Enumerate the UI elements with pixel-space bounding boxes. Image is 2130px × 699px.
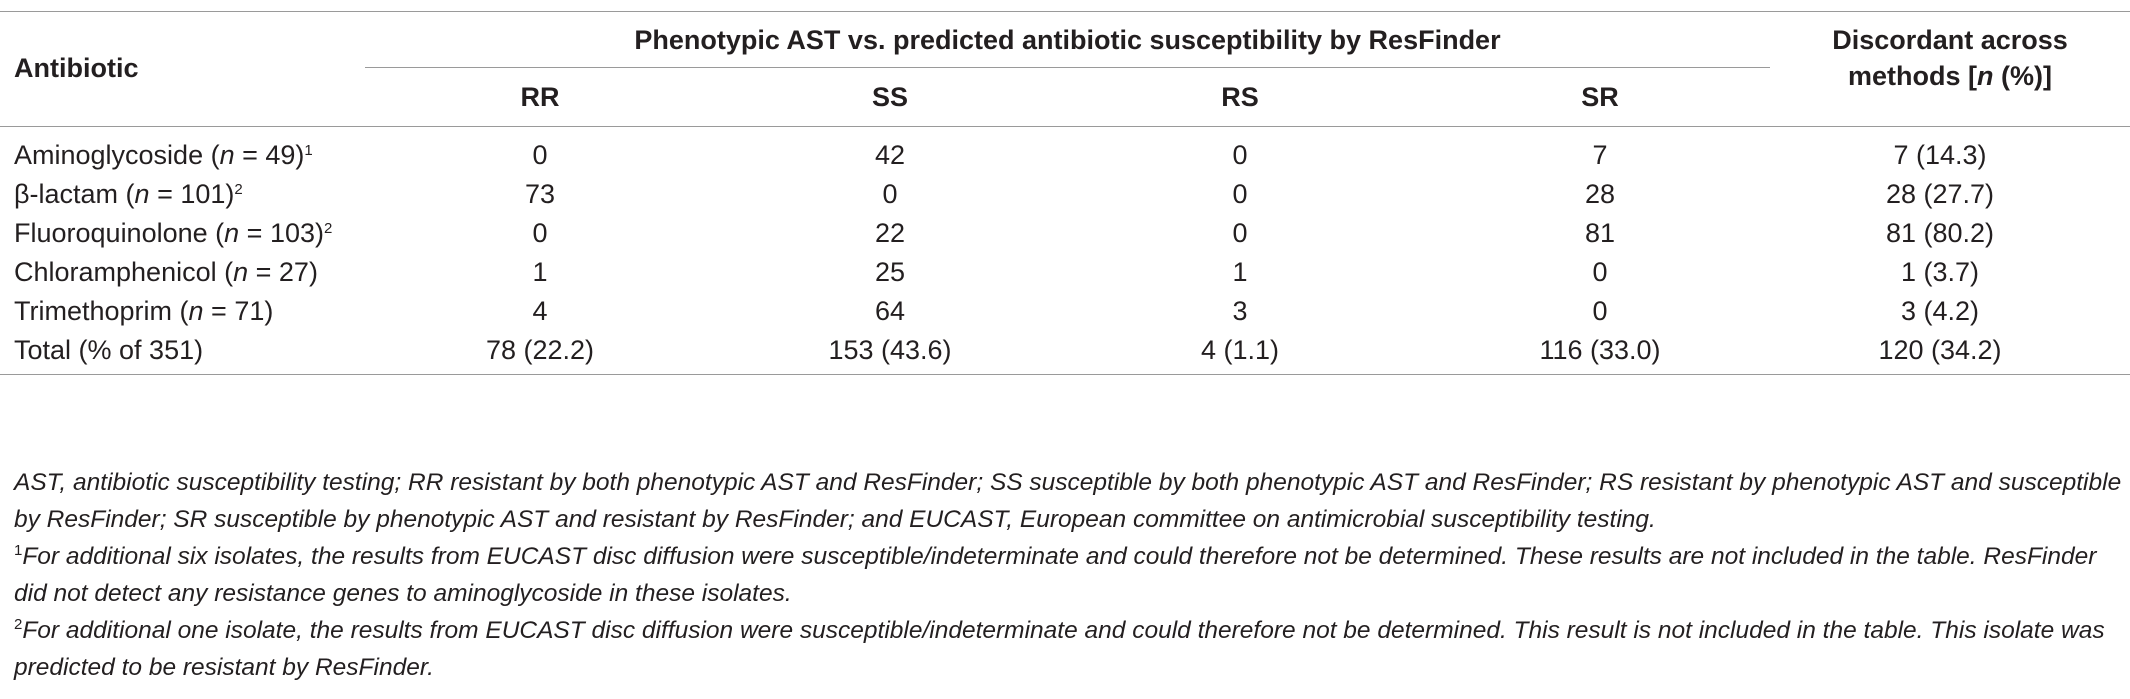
footnote-1: 1For additional six isolates, the result… [14, 542, 2097, 607]
cell-discordant: 81 (80.2) [1885, 218, 1995, 248]
cell-rr: 0 [532, 140, 548, 170]
cell-sr: 7 [1592, 140, 1608, 170]
cell-ss: 64 [874, 296, 906, 326]
cell-discordant: 1 (3.7) [1900, 257, 1980, 287]
cell-rr: 73 [524, 179, 556, 209]
cell-ss: 0 [882, 179, 898, 209]
discordant-line1: Discordant across [1832, 25, 2068, 55]
row-label: β-lactam (n = 101)2 [14, 179, 243, 209]
col-header-ss: SS [871, 82, 909, 112]
cell-rs: 1 [1232, 257, 1248, 287]
cell-discordant: 120 (34.2) [1878, 335, 2002, 365]
cell-sr: 81 [1584, 218, 1616, 248]
cell-rr: 4 [532, 296, 548, 326]
discordant-line2-post: (%)] [1993, 61, 2052, 91]
cell-rs: 0 [1232, 140, 1248, 170]
col-group-header: Phenotypic AST vs. predicted antibiotic … [634, 25, 1501, 55]
cell-discordant: 7 (14.3) [1893, 140, 1987, 170]
col-header-rs: RS [1221, 82, 1259, 112]
header-bottom-rule [0, 126, 2130, 127]
cell-ss: 42 [874, 140, 906, 170]
cell-rs: 3 [1232, 296, 1248, 326]
cell-discordant: 3 (4.2) [1900, 296, 1980, 326]
cell-rr: 0 [532, 218, 548, 248]
row-label: Fluoroquinolone (n = 103)2 [14, 218, 333, 248]
cell-sr: 0 [1592, 296, 1608, 326]
cell-ss: 22 [874, 218, 906, 248]
row-label: Aminoglycoside (n = 49)1 [14, 140, 313, 170]
discordant-line2-pre: methods [ [1848, 61, 1978, 91]
col-header-antibiotic: Antibiotic [14, 53, 139, 83]
footnote-2: 2For additional one isolate, the results… [14, 616, 2105, 681]
table-bottom-rule [0, 374, 2130, 375]
cell-rr: 78 (22.2) [485, 335, 595, 365]
cell-rs: 0 [1232, 179, 1248, 209]
row-label: Chloramphenicol (n = 27) [14, 257, 318, 287]
col-header-sr: SR [1581, 82, 1619, 112]
cell-ss: 153 (43.6) [828, 335, 952, 365]
cell-rs: 4 (1.1) [1200, 335, 1280, 365]
cell-sr: 116 (33.0) [1539, 335, 1661, 365]
group-header-rule [365, 67, 1770, 68]
footnote-abbreviations: AST, antibiotic susceptibility testing; … [14, 469, 2122, 533]
top-rule [0, 11, 2130, 12]
col-header-discordant: Discordant across methods [n (%)] [1780, 22, 2120, 94]
table-footnotes: AST, antibiotic susceptibility testing; … [14, 464, 2124, 686]
row-label: Total (% of 351) [14, 335, 204, 365]
col-header-rr: RR [520, 82, 560, 112]
cell-rs: 0 [1232, 218, 1248, 248]
row-label: Trimethoprim (n = 71) [14, 296, 274, 326]
cell-ss: 25 [874, 257, 906, 287]
cell-discordant: 28 (27.7) [1885, 179, 1995, 209]
cell-sr: 0 [1592, 257, 1608, 287]
cell-sr: 28 [1584, 179, 1616, 209]
cell-rr: 1 [532, 257, 548, 287]
discordant-line2-n: n [1977, 61, 1994, 91]
